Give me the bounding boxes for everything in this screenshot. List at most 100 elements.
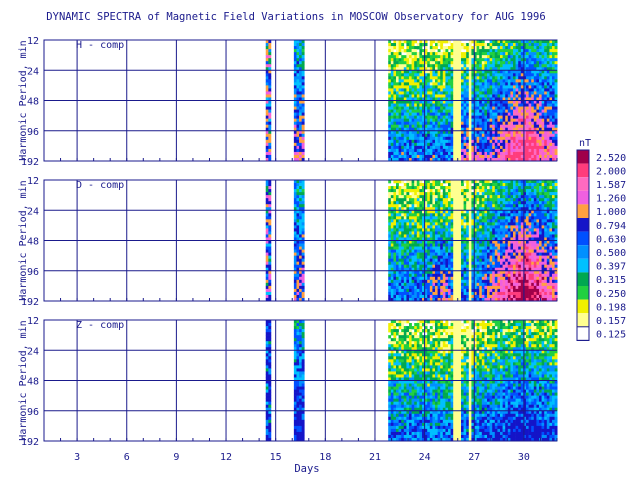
heatmap-cell [409, 145, 412, 150]
heatmap-cell [513, 145, 516, 150]
heatmap-cell [479, 139, 483, 144]
heatmap-cell [419, 273, 423, 278]
heatmap-cell [390, 67, 394, 71]
heatmap-cell [487, 282, 490, 287]
heatmap-cell [445, 273, 449, 278]
heatmap-cell [453, 267, 457, 272]
heatmap-cell [406, 228, 410, 232]
heatmap-cell [541, 130, 545, 135]
heatmap-cell [461, 180, 464, 184]
heatmap-cell [546, 103, 550, 107]
heatmap-cell [494, 183, 498, 187]
heatmap-cell [455, 154, 459, 159]
heatmap-cell [502, 180, 506, 184]
heatmap-cell [476, 157, 480, 162]
heatmap-cell [406, 58, 410, 62]
heatmap-cell [422, 61, 425, 65]
heatmap-cell [445, 189, 449, 193]
heatmap-cell [445, 213, 449, 217]
heatmap-cell [437, 219, 441, 223]
heatmap-cell [507, 285, 511, 290]
heatmap-cell [479, 112, 483, 116]
heatmap-cell [419, 249, 423, 253]
heatmap-cell [528, 97, 532, 101]
heatmap-cell [489, 201, 493, 205]
heatmap-cell [497, 273, 501, 278]
heatmap-cell [445, 198, 449, 202]
heatmap-cell [471, 297, 475, 302]
heatmap-cell [450, 112, 454, 116]
heatmap-cell [471, 151, 475, 156]
heatmap-cell [427, 267, 431, 272]
heatmap-cell [466, 285, 470, 290]
heatmap-cell [432, 261, 436, 266]
heatmap-cell [388, 258, 392, 262]
heatmap-cell [479, 118, 483, 122]
heatmap-cell [533, 154, 537, 159]
heatmap-cell [500, 228, 503, 232]
heatmap-cell [502, 85, 506, 89]
heatmap-cell [502, 112, 506, 116]
heatmap-cell [494, 201, 498, 205]
heatmap-cell [476, 55, 480, 59]
heatmap-cell [401, 97, 405, 101]
heatmap-cell [440, 279, 444, 284]
heatmap-cell [458, 100, 462, 104]
heatmap-cell [268, 225, 272, 229]
heatmap-cell [432, 294, 436, 299]
heatmap-cell [523, 64, 527, 68]
heatmap-cell [539, 136, 542, 141]
heatmap-cell [411, 276, 415, 281]
heatmap-cell [301, 79, 305, 83]
heatmap-cell [401, 210, 405, 214]
heatmap-cell [468, 94, 472, 98]
heatmap-cell [442, 240, 446, 244]
heatmap-cell [554, 61, 558, 65]
heatmap-cell [398, 133, 402, 138]
heatmap-cell [461, 88, 464, 92]
heatmap-cell [411, 210, 415, 214]
heatmap-cell [390, 261, 394, 266]
heatmap-cell [481, 213, 485, 217]
heatmap-cell [500, 97, 503, 101]
heatmap-cell [299, 43, 302, 47]
heatmap-cell [448, 97, 451, 101]
heatmap-cell [299, 115, 302, 119]
heatmap-cell [437, 58, 441, 62]
heatmap-cell [422, 40, 425, 44]
heatmap-cell [484, 210, 488, 214]
heatmap-cell [396, 130, 399, 135]
heatmap-cell [440, 231, 444, 235]
heatmap-cell [494, 64, 498, 68]
heatmap-cell [455, 79, 459, 83]
heatmap-cell [526, 142, 529, 147]
heatmap-cell [424, 297, 428, 302]
heatmap-cell [445, 201, 449, 205]
heatmap-cell [401, 88, 405, 92]
heatmap-cell [471, 204, 475, 208]
heatmap-cell [515, 109, 519, 113]
heatmap-cell [466, 49, 470, 53]
heatmap-cell [544, 103, 548, 107]
heatmap-cell [448, 94, 451, 98]
heatmap-cell [494, 273, 498, 278]
heatmap-cell [416, 231, 420, 235]
heatmap-cell [429, 145, 433, 150]
heatmap-cell [388, 189, 392, 193]
heatmap-cell [554, 115, 558, 119]
heatmap-cell [468, 40, 472, 44]
heatmap-cell [554, 100, 558, 104]
heatmap-cell [435, 285, 438, 290]
heatmap-cell [409, 142, 412, 147]
heatmap-cell [487, 148, 490, 153]
heatmap-cell [544, 70, 548, 74]
heatmap-cell [554, 49, 558, 53]
heatmap-cell [401, 189, 405, 193]
heatmap-cell [299, 189, 302, 193]
heatmap-cell [481, 249, 485, 253]
heatmap-cell [403, 273, 407, 278]
heatmap-cell [265, 243, 269, 247]
heatmap-cell [265, 222, 269, 226]
heatmap-cell [546, 46, 550, 50]
heatmap-cell [479, 145, 483, 150]
